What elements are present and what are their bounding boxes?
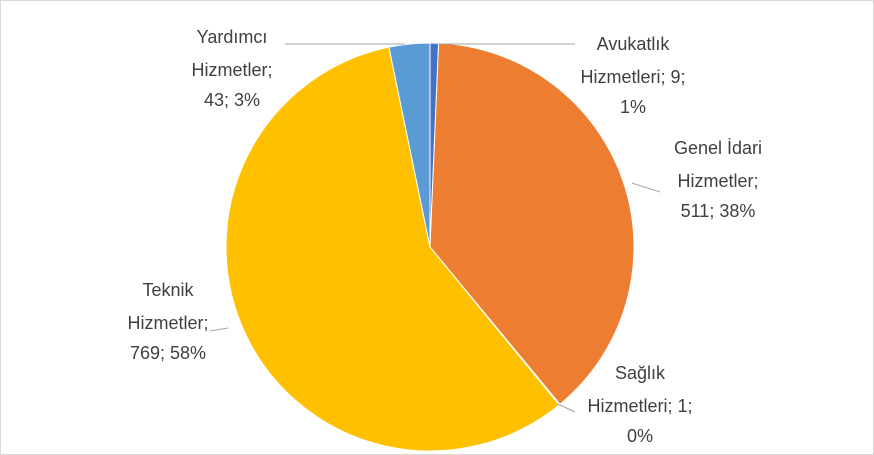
pie-slice (429, 42, 635, 405)
data-label: 511; 38% (681, 201, 756, 221)
data-label: Hizmetler; (677, 171, 758, 191)
leader-line (557, 403, 576, 413)
data-label: Hizmetler; (191, 60, 272, 80)
data-label: Yardımcı (197, 27, 268, 47)
data-label: 43; 3% (204, 90, 260, 110)
data-label: Teknik (142, 280, 194, 300)
data-label: Hizmetleri; 9; (580, 67, 685, 87)
data-label: 769; 58% (130, 343, 206, 363)
pie-slice (388, 42, 431, 248)
data-label: Avukatlık (597, 34, 671, 54)
data-label: 1% (620, 97, 646, 117)
data-label: 0% (627, 426, 653, 446)
leader-line (209, 327, 229, 332)
pie-slice (225, 46, 560, 452)
data-label: Sağlık (615, 363, 666, 383)
data-label: Hizmetler; (127, 313, 208, 333)
data-label: Genel İdari (674, 138, 762, 158)
leader-line (631, 182, 661, 193)
data-label: Hizmetleri; 1; (587, 396, 692, 416)
